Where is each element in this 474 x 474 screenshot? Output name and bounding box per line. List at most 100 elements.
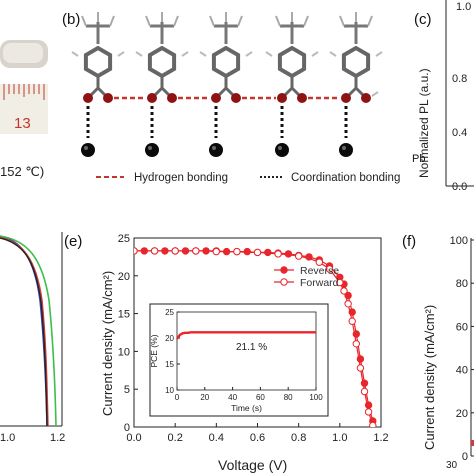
xtick-label: 1.0 — [332, 432, 347, 444]
legend-label: Forward — [300, 277, 339, 289]
panel-d-curve-blue — [0, 235, 48, 427]
data-point — [212, 247, 221, 256]
data-point — [150, 247, 159, 255]
data-point — [243, 247, 251, 256]
oxygen-atom — [361, 93, 371, 103]
pb-atom — [275, 143, 289, 157]
ruler-number: 13 — [14, 115, 31, 132]
bond — [275, 15, 281, 27]
panel-c-ytick: 0.0 — [452, 181, 467, 193]
oxygen-atom — [103, 93, 113, 103]
panel-e-yticks: 0 5 10 15 20 25 — [118, 233, 138, 434]
oxygen-atom — [277, 93, 287, 103]
inset-ylabel: PCE (%) — [149, 334, 159, 367]
legend-marker — [280, 266, 288, 274]
data-point — [360, 387, 369, 396]
panel-e-ylabel: Current density (mA/cm²) — [100, 271, 115, 416]
legend-marker — [280, 278, 288, 286]
data-point — [253, 248, 262, 257]
bond — [329, 51, 337, 57]
benzoic-acid-molecule — [265, 12, 340, 157]
bond — [339, 15, 345, 27]
data-point — [171, 247, 179, 255]
panel-c-ylabel: Normalized PL (a.u.) — [417, 68, 431, 178]
data-point — [336, 278, 344, 287]
oxygen-atom — [231, 93, 241, 103]
panel-f-xtick-partial: 30 — [446, 460, 458, 471]
panel-e-chart: (e) 0 5 10 15 20 25 0.0 0.2 0.4 0.6 0.8 1.0 1.2 Cur… — [64, 233, 389, 473]
bond — [209, 15, 215, 27]
bond — [237, 15, 243, 27]
inset-series-line — [176, 331, 316, 340]
pb-atom — [81, 143, 95, 157]
inset-xtick-label: 0 — [175, 393, 180, 402]
xtick-label: 1.2 — [373, 432, 388, 444]
bond — [303, 15, 309, 27]
data-point — [340, 287, 348, 295]
panel-f-ytick: 100 — [450, 235, 468, 247]
data-point — [325, 265, 334, 273]
inset-xlabel: Time (s) — [231, 403, 262, 413]
data-point — [348, 317, 356, 325]
xtick-label: 0.6 — [250, 432, 265, 444]
panel-d-curve-red — [0, 236, 49, 427]
inset-ytick-label: 25 — [165, 308, 174, 317]
data-point — [352, 340, 360, 348]
benzene-ring — [277, 45, 307, 79]
ytick-label: 0 — [124, 422, 130, 434]
bond — [265, 51, 273, 57]
pb-atom-highlight — [342, 146, 346, 150]
bond — [375, 51, 383, 57]
bond — [109, 15, 115, 27]
data-point — [192, 247, 200, 255]
inset-xtick-label: 100 — [309, 393, 323, 402]
panel-e-label: (e) — [64, 233, 82, 250]
bond — [81, 15, 87, 27]
panel-e-xticks: 0.0 0.2 0.4 0.6 0.8 1.0 1.2 — [126, 423, 389, 444]
series-forward — [134, 247, 377, 427]
molecule-row — [71, 12, 383, 157]
panel-b-label: (b) — [62, 11, 80, 28]
benzene-ring — [211, 45, 241, 79]
bond — [71, 51, 79, 57]
inset-ytick-label: 20 — [165, 334, 174, 343]
panel-f-data-fragment — [471, 440, 474, 446]
panel-e-xlabel: Voltage (V) — [218, 457, 287, 473]
bond — [371, 91, 379, 97]
oxygen-atom — [211, 93, 221, 103]
xtick-label: 0.8 — [291, 432, 306, 444]
ytick-label: 25 — [118, 233, 130, 245]
panel-d-xtick: 1.0 — [0, 432, 15, 444]
oxygen-atom — [297, 93, 307, 103]
pb-atom — [209, 143, 223, 157]
oxygen-atom — [83, 93, 93, 103]
oxygen-atom — [341, 93, 351, 103]
pb-atom — [145, 143, 159, 157]
temperature-text: 152 ℃) — [0, 164, 44, 179]
pb-atom-highlight — [84, 146, 88, 150]
data-point — [344, 300, 352, 308]
panel-d-curve-black — [0, 237, 48, 427]
panel-c-label: (c) — [414, 11, 432, 28]
bond — [145, 15, 151, 27]
panel-f-ytick: 20 — [456, 408, 468, 420]
legend-label: Reverse — [300, 265, 339, 277]
oxygen-atom — [147, 93, 157, 103]
benzoic-acid-molecule — [71, 12, 146, 157]
panel-f-ylabel: Current density (mA/cm²) — [422, 305, 437, 450]
series-line — [134, 250, 375, 427]
inset-xtick-label: 80 — [284, 393, 293, 402]
bond — [199, 51, 207, 57]
bond — [367, 15, 373, 27]
panel-e-inset: 10 15 20 25 0 20 40 60 80 100 21.1 % Time (s) PCE (%… — [149, 303, 329, 417]
benzene-ring — [83, 45, 113, 79]
panel-f-ytick: 40 — [456, 365, 468, 377]
inset-plot-frame — [176, 311, 317, 391]
panel-e-series — [134, 247, 377, 427]
legend-b: Hydrogen bonding Coordination bonding — [96, 172, 400, 184]
inset-ytick-label: 10 — [165, 386, 174, 395]
pb-atom-highlight — [148, 146, 152, 150]
benzoic-acid-molecule — [329, 12, 383, 157]
